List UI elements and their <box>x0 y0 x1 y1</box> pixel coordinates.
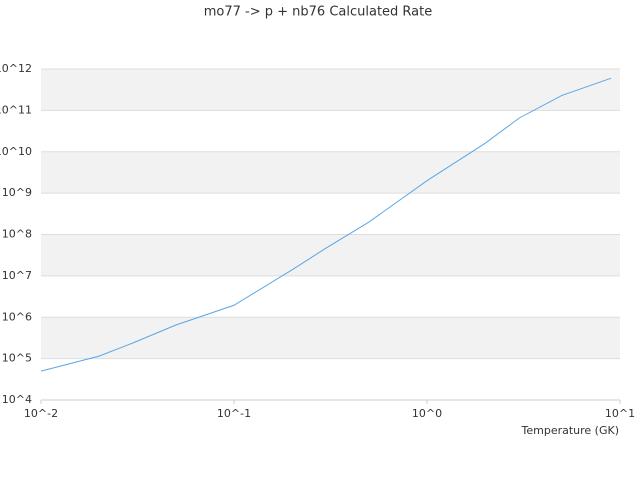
x-tick-label: 10^-2 <box>24 407 58 420</box>
line-series <box>40 77 612 372</box>
y-tick-label: 10^12 <box>0 62 32 75</box>
x-axis-label: Temperature (GK) <box>521 424 620 437</box>
plot-background <box>41 68 620 401</box>
y-tick-label: 10^8 <box>2 228 32 241</box>
x-tick-label: 10^0 <box>412 407 442 420</box>
y-tick-label: 10^10 <box>0 145 32 158</box>
y-tick-label: 10^5 <box>2 352 32 365</box>
grid-band <box>41 69 620 111</box>
y-tick-label: 10^9 <box>2 186 32 199</box>
chart-title: mo77 -> p + nb76 Calculated Rate <box>204 5 433 20</box>
grid-band <box>41 317 620 359</box>
y-tick-label: 10^4 <box>2 393 32 406</box>
grid-band <box>41 234 620 276</box>
y-tick-label: 10^6 <box>2 310 32 323</box>
grid-band <box>41 151 620 194</box>
y-tick-label: 10^7 <box>2 269 32 282</box>
x-tick-label: 10^1 <box>605 407 635 420</box>
y-tick-label: 10^11 <box>0 103 32 116</box>
x-tick-label: 10^-1 <box>217 407 251 420</box>
